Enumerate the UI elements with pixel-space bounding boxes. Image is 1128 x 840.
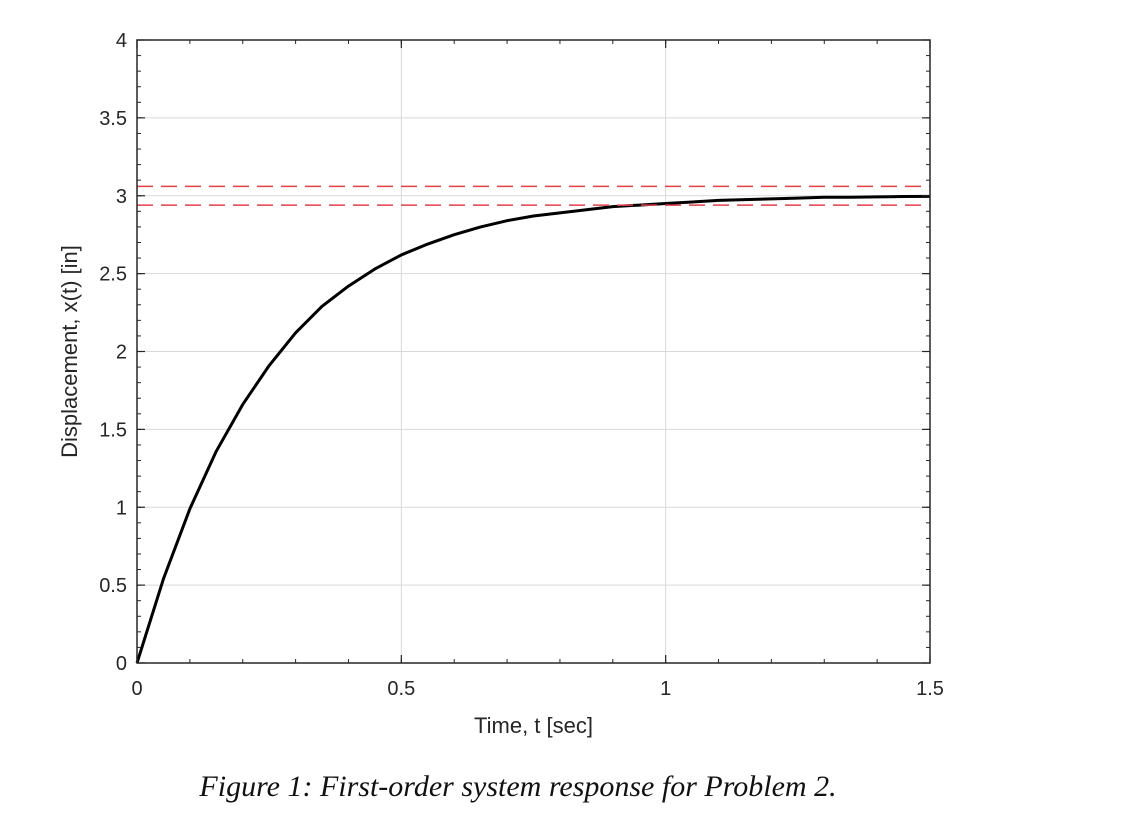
y-tick-label: 1.5 — [99, 419, 127, 441]
y-tick-label: 2.5 — [99, 264, 127, 286]
y-tick-label: 0.5 — [99, 575, 127, 597]
y-axis-label: Displacement, x(t) [in] — [57, 245, 82, 458]
y-tick-label: 3.5 — [99, 108, 127, 130]
x-tick-label: 1 — [660, 678, 671, 700]
x-tick-label: 1.5 — [916, 678, 944, 700]
y-tick-label: 2 — [116, 342, 127, 364]
x-axis-label: Time, t [sec] — [474, 713, 593, 738]
grid — [136, 39, 931, 664]
response-chart: 0 0.5 1 1.500.511.522.533.54 Time, t [sec] … — [57, 30, 944, 738]
response-curve — [135, 194, 931, 664]
figure-caption: Figure 1: First-order system response fo… — [199, 770, 837, 803]
y-tick-label: 0 — [116, 653, 127, 675]
y-tick-label: 4 — [116, 30, 127, 52]
tick-labels: 0 0.5 1 1.5 0 0.5 1 1.5 2 2.5 3 3.5 4 — [99, 30, 944, 700]
x-tick-label: 0.5 — [387, 678, 415, 700]
ticks — [136, 39, 931, 664]
series-group — [135, 185, 931, 664]
x-tick-label: 0 — [131, 678, 142, 700]
y-tick-label: 1 — [116, 497, 127, 519]
y-tick-label: 3 — [116, 186, 127, 208]
